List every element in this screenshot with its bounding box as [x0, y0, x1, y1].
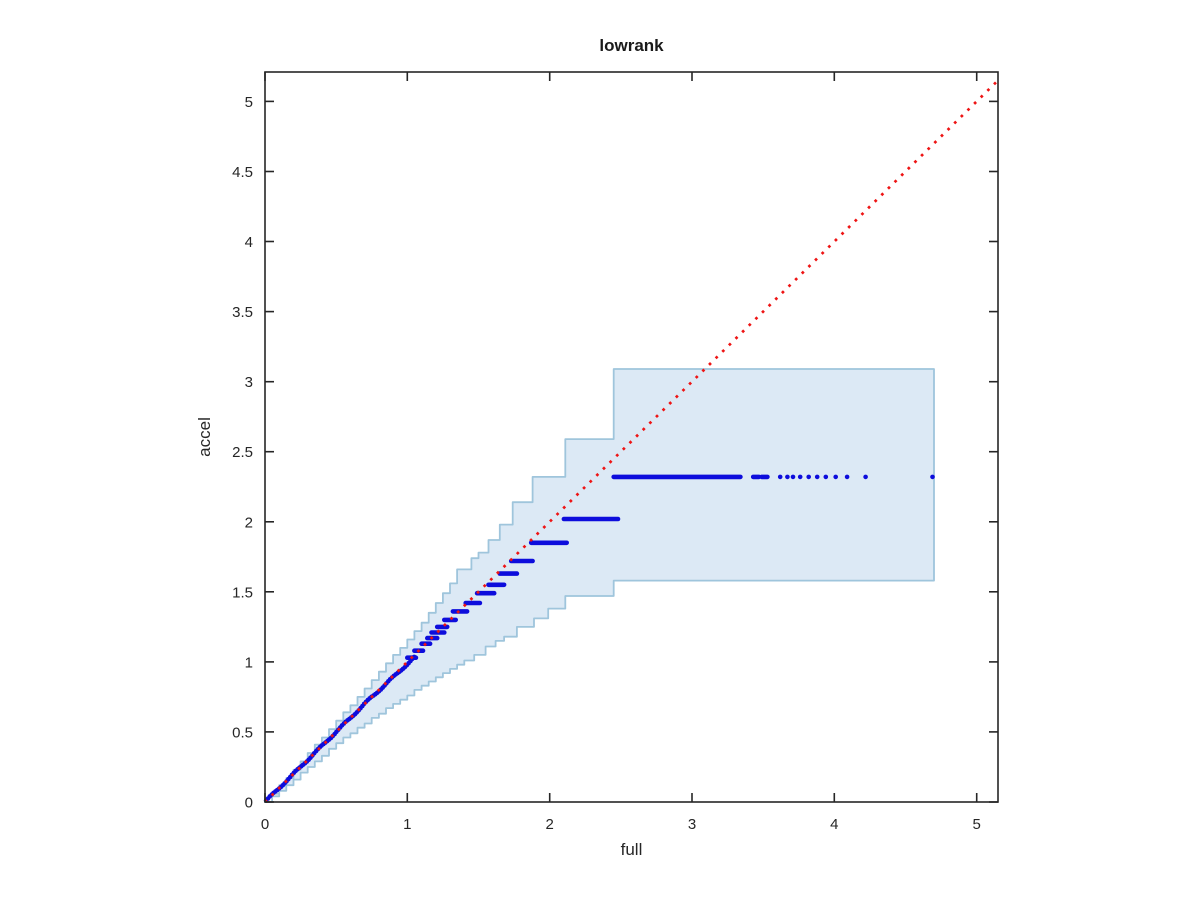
data-point	[823, 474, 829, 480]
x-tick-label: 5	[973, 816, 981, 833]
y-tick-label: 4.5	[232, 164, 253, 181]
confidence-band	[264, 368, 935, 803]
tick-marks	[264, 72, 998, 803]
y-tick-label: 5	[245, 94, 253, 111]
x-axis-label: full	[620, 840, 643, 859]
data-point	[863, 474, 868, 480]
identity-line	[264, 79, 999, 803]
y-tick-label: 2	[245, 514, 253, 531]
data-point	[785, 474, 790, 480]
y-tick-label: 3.5	[232, 304, 253, 321]
data-point	[797, 474, 803, 480]
y-tick-label: 0.5	[232, 724, 253, 741]
data-point	[814, 474, 820, 480]
y-tick-label: 3	[245, 374, 253, 391]
y-tick-label: 1	[245, 654, 253, 671]
data-point	[844, 474, 850, 480]
data-point	[790, 474, 796, 480]
y-tick-label: 1.5	[232, 584, 253, 601]
chart-title: lowrank	[599, 36, 664, 55]
data-point	[833, 474, 838, 480]
y-tick-label: 4	[245, 234, 253, 251]
x-tick-label: 2	[546, 816, 554, 833]
data-point	[777, 474, 783, 480]
y-tick-label: 0	[245, 795, 253, 812]
x-tick-label: 4	[830, 816, 838, 833]
y-tick-label: 2.5	[232, 444, 253, 461]
x-tick-label: 3	[688, 816, 696, 833]
x-tick-label: 0	[261, 816, 269, 833]
data-point	[930, 474, 935, 480]
x-tick-label: 1	[403, 816, 411, 833]
axes-box	[264, 71, 999, 803]
data-point	[806, 474, 811, 480]
